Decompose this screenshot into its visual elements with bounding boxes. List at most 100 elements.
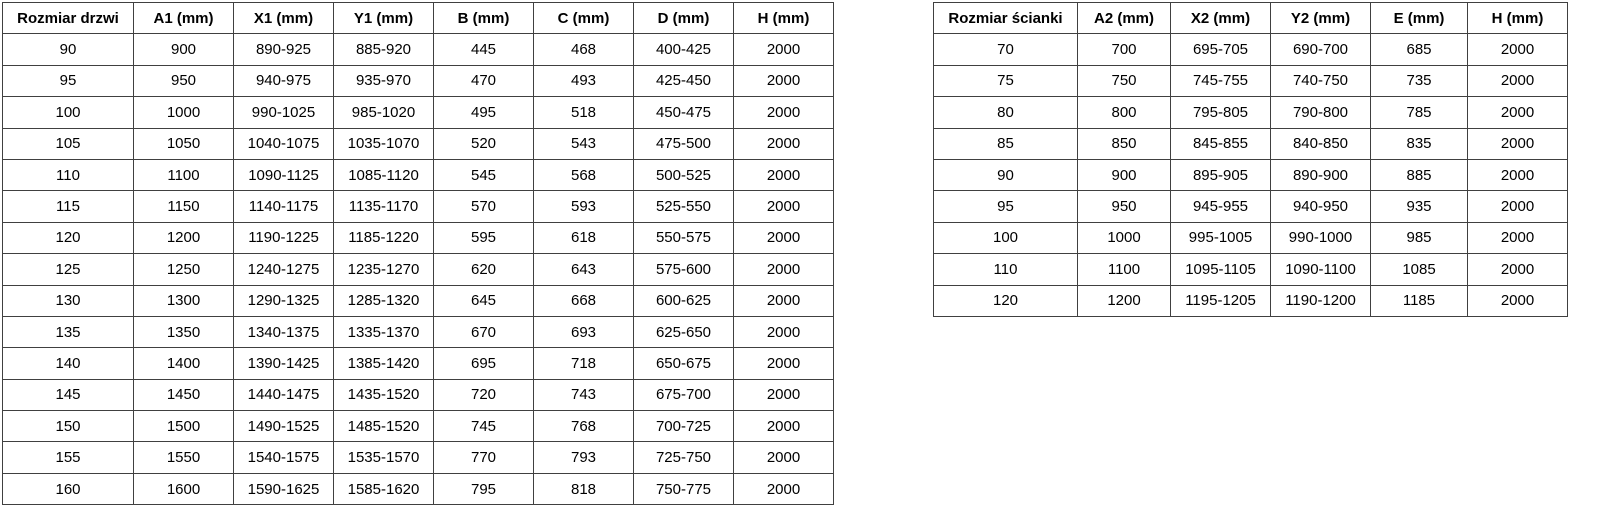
table-cell: 990-1025 — [233, 96, 334, 129]
table-cell: 150 — [2, 410, 134, 443]
table-cell: 145 — [2, 378, 134, 412]
table-cell: 2000 — [733, 190, 834, 223]
table-row: 90 900 890-925 885-920 445 468 400-425 2000 — [2, 33, 834, 66]
table-cell: 1190-1200 — [1270, 284, 1371, 317]
table-cell: 1490-1525 — [233, 410, 334, 443]
table-row: 120 1200 1190-1225 1185-1220 595 618 550-575 20… — [2, 221, 834, 255]
table-cell: 1090-1125 — [233, 158, 334, 192]
table-cell: 80 — [933, 96, 1078, 129]
table-cell: 1400 — [133, 347, 234, 380]
table-cell: 1235-1270 — [333, 253, 434, 286]
table-row: 145 1450 1440-1475 1435-1520 720 743 675-700 20… — [2, 378, 834, 412]
table-cell: 1185-1220 — [333, 221, 434, 255]
table-cell: 1300 — [133, 284, 234, 317]
table-cell: 695 — [433, 347, 534, 380]
table-cell: 1185 — [1370, 284, 1468, 317]
column-header: C (mm) — [533, 1, 634, 35]
table-row: 160 1600 1590-1625 1585-1620 795 818 750-775 20… — [2, 472, 834, 506]
table-cell: 400-425 — [633, 33, 734, 66]
table-cell: 1250 — [133, 253, 234, 286]
table-cell: 790-800 — [1270, 96, 1371, 129]
table-cell: 935 — [1370, 190, 1468, 223]
table-cell: 1040-1075 — [233, 127, 334, 160]
table-cell: 1200 — [1077, 284, 1171, 317]
table-cell: 95 — [2, 64, 134, 98]
table-cell: 520 — [433, 127, 534, 160]
table-cell: 2000 — [1467, 284, 1568, 317]
table-cell: 950 — [133, 64, 234, 98]
table-cell: 1290-1325 — [233, 284, 334, 317]
table-cell: 785 — [1370, 96, 1468, 129]
table-cell: 575-600 — [633, 253, 734, 286]
table-cell: 1200 — [133, 221, 234, 255]
table-cell: 140 — [2, 347, 134, 380]
table-row: 120 1200 1195-1205 1190-1200 1185 2000 — [933, 284, 1568, 317]
table-cell: 795 — [433, 472, 534, 506]
column-header: X2 (mm) — [1170, 1, 1271, 35]
table-cell: 700 — [1077, 33, 1171, 66]
table-cell: 1190-1225 — [233, 221, 334, 255]
table-cell: 468 — [533, 33, 634, 66]
table-cell: 475-500 — [633, 127, 734, 160]
table-cell: 70 — [933, 33, 1078, 66]
table-row: 150 1500 1490-1525 1485-1520 745 768 700-725 20… — [2, 410, 834, 443]
table-cell: 110 — [933, 253, 1078, 286]
table-cell: 115 — [2, 190, 134, 223]
table-cell: 995-1005 — [1170, 221, 1271, 255]
table-row: 90 900 895-905 890-900 885 2000 — [933, 158, 1568, 192]
table-cell: 90 — [933, 158, 1078, 192]
table-cell: 1035-1070 — [333, 127, 434, 160]
table-cell: 2000 — [733, 410, 834, 443]
table-cell: 700-725 — [633, 410, 734, 443]
table-cell: 95 — [933, 190, 1078, 223]
column-header: E (mm) — [1370, 1, 1468, 35]
header-row: Rozmiar ścianki A2 (mm) X2 (mm) Y2 (mm) E (m… — [933, 1, 1568, 35]
table-cell: 1485-1520 — [333, 410, 434, 443]
table-cell: 793 — [533, 441, 634, 474]
column-header: X1 (mm) — [233, 1, 334, 35]
table-cell: 2000 — [733, 441, 834, 474]
column-header: H (mm) — [733, 1, 834, 35]
table-cell: 2000 — [733, 33, 834, 66]
table-cell: 135 — [2, 315, 134, 349]
table-cell: 835 — [1370, 127, 1468, 160]
table-cell: 1540-1575 — [233, 441, 334, 474]
table-row: 100 1000 990-1025 985-1020 495 518 450-475 2000 — [2, 96, 834, 129]
table-cell: 1340-1375 — [233, 315, 334, 349]
table-row: 125 1250 1240-1275 1235-1270 620 643 575-600 20… — [2, 253, 834, 286]
table-row: 155 1550 1540-1575 1535-1570 770 793 725-750 20… — [2, 441, 834, 474]
table-cell: 1100 — [133, 158, 234, 192]
table-cell: 110 — [2, 158, 134, 192]
table-cell: 1085 — [1370, 253, 1468, 286]
table-cell: 845-855 — [1170, 127, 1271, 160]
table-cell: 745 — [433, 410, 534, 443]
table-cell: 100 — [2, 96, 134, 129]
table-cell: 1085-1120 — [333, 158, 434, 192]
column-header: Rozmiar drzwi — [2, 1, 134, 35]
table-cell: 550-575 — [633, 221, 734, 255]
table-cell: 1195-1205 — [1170, 284, 1271, 317]
table-cell: 840-850 — [1270, 127, 1371, 160]
table-cell: 470 — [433, 64, 534, 98]
table-cell: 1385-1420 — [333, 347, 434, 380]
table-cell: 1000 — [1077, 221, 1171, 255]
table-cell: 670 — [433, 315, 534, 349]
table-cell: 2000 — [733, 127, 834, 160]
table-cell: 750 — [1077, 64, 1171, 98]
table-cell: 1090-1100 — [1270, 253, 1371, 286]
table-cell: 668 — [533, 284, 634, 317]
table-row: 85 850 845-855 840-850 835 2000 — [933, 127, 1568, 160]
table-cell: 900 — [1077, 158, 1171, 192]
table-cell: 1285-1320 — [333, 284, 434, 317]
table-row: 70 700 695-705 690-700 685 2000 — [933, 33, 1568, 66]
table-cell: 120 — [933, 284, 1078, 317]
table-cell: 890-925 — [233, 33, 334, 66]
table-cell: 618 — [533, 221, 634, 255]
column-header: A2 (mm) — [1077, 1, 1171, 35]
table-cell: 2000 — [733, 253, 834, 286]
table-cell: 750-775 — [633, 472, 734, 506]
table-cell: 795-805 — [1170, 96, 1271, 129]
table-cell: 768 — [533, 410, 634, 443]
column-header: Y1 (mm) — [333, 1, 434, 35]
table-cell: 985-1020 — [333, 96, 434, 129]
